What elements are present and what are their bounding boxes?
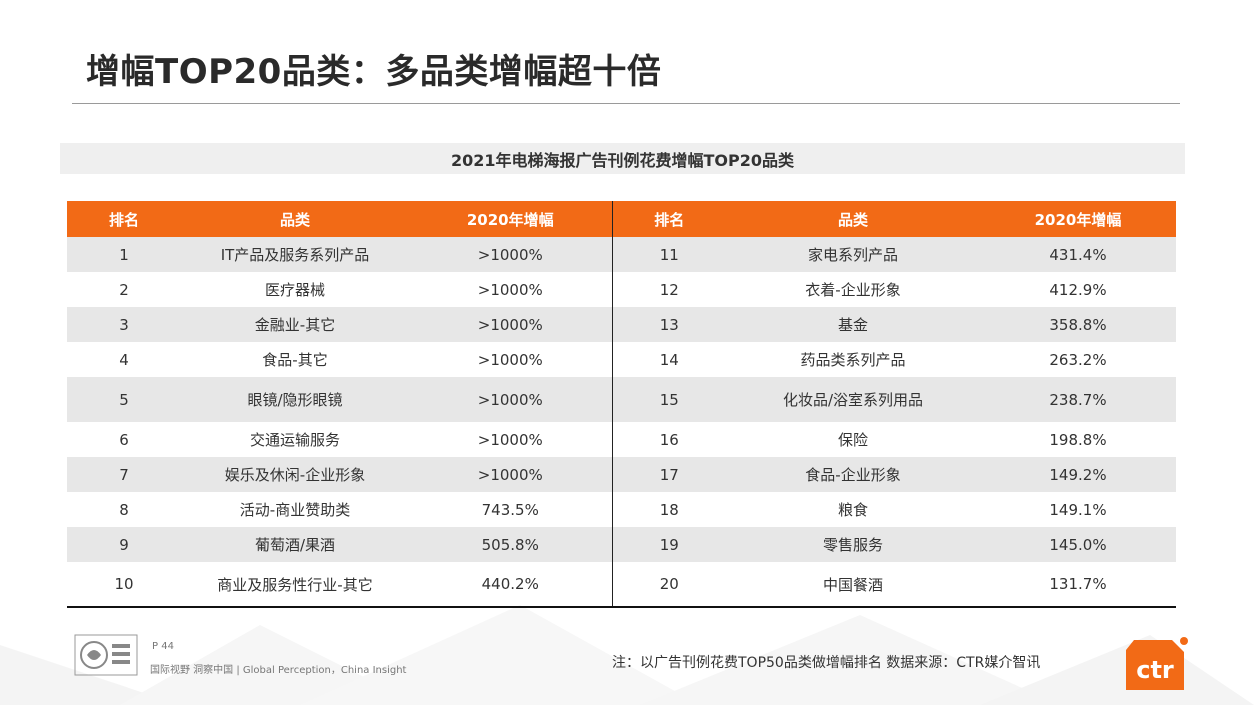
rank-cell: 20 <box>612 562 726 608</box>
growth-cell: 431.4% <box>980 237 1176 272</box>
growth-cell: 263.2% <box>1049 350 1107 369</box>
table-row: 4 食品-其它 >1000% 14 药品类系列产品 263.2% <box>67 342 1176 377</box>
page-number: P 44 <box>152 641 174 652</box>
category-cell: 家电系列产品 <box>726 237 980 272</box>
growth-cell: >1000% <box>409 422 613 457</box>
category-cell: 中国餐酒 <box>726 562 980 608</box>
category-cell: 活动-商业赞助类 <box>239 501 351 519</box>
rank-cell: 10 <box>67 562 181 608</box>
ctr-logo-text: ctr <box>1136 656 1174 684</box>
category-cell: 药品类系列产品 <box>800 351 906 369</box>
growth-cell: 149.1% <box>1049 500 1107 519</box>
rank-cell: 16 <box>659 430 679 449</box>
growth-cell: >1000% <box>409 457 613 492</box>
category-cell: 商业及服务性行业-其它 <box>181 562 409 608</box>
table-row: 2 医疗器械 >1000% 12 衣着-企业形象 412.9% <box>67 272 1176 307</box>
table-caption: 2021年电梯海报广告刊例花费增幅TOP20品类 <box>60 143 1185 174</box>
table-row: 3 金融业-其它 >1000% 13 基金 358.8% <box>67 307 1176 342</box>
category-cell: 衣着-企业形象 <box>805 281 901 299</box>
rank-cell: 17 <box>612 457 726 492</box>
header-growth-right: 2020年增幅 <box>980 201 1176 237</box>
table-row: 6 交通运输服务 >1000% 16 保险 198.8% <box>67 422 1176 457</box>
category-cell: 粮食 <box>837 501 868 519</box>
growth-cell: 440.2% <box>409 562 613 608</box>
page-title: 增幅TOP20品类：多品类增幅超十倍 <box>86 52 662 92</box>
growth-cell: >1000% <box>409 342 613 377</box>
table-row: 1 IT产品及服务系列产品 >1000% 11 家电系列产品 431.4% <box>67 237 1176 272</box>
rank-cell: 4 <box>119 350 129 369</box>
growth-cell: 505.8% <box>409 527 613 562</box>
table-row: 8 活动-商业赞助类 743.5% 18 粮食 149.1% <box>67 492 1176 527</box>
ctr-logo: ctr <box>1126 637 1188 690</box>
category-cell: 食品-其它 <box>262 351 328 369</box>
rank-cell: 1 <box>67 237 181 272</box>
rank-cell: 8 <box>119 500 129 519</box>
rank-cell: 18 <box>659 500 679 519</box>
category-cell: 基金 <box>726 307 980 342</box>
rank-cell: 14 <box>659 350 679 369</box>
category-cell: 交通运输服务 <box>249 431 340 449</box>
rank-cell: 5 <box>67 377 181 422</box>
ranking-table: 排名 品类 2020年增幅 排名 品类 2020年增幅 1 IT产品及服务系列产品… <box>67 201 1176 608</box>
category-cell: 医疗器械 <box>264 281 325 299</box>
header-growth-left: 2020年增幅 <box>409 201 613 237</box>
growth-cell: 743.5% <box>409 492 613 527</box>
growth-cell: >1000% <box>409 272 613 307</box>
growth-cell: 358.8% <box>980 307 1176 342</box>
header-category-right: 品类 <box>726 201 980 237</box>
category-cell: 金融业-其它 <box>181 307 409 342</box>
growth-cell: >1000% <box>409 377 613 422</box>
rank-cell: 13 <box>612 307 726 342</box>
growth-cell: 149.2% <box>980 457 1176 492</box>
category-cell: 食品-企业形象 <box>726 457 980 492</box>
growth-cell: 145.0% <box>980 527 1176 562</box>
rank-cell: 9 <box>67 527 181 562</box>
header-category-left: 品类 <box>181 201 409 237</box>
table-row: 9 葡萄酒/果酒 505.8% 19 零售服务 145.0% <box>67 527 1176 562</box>
category-cell: 零售服务 <box>726 527 980 562</box>
growth-cell: 131.7% <box>980 562 1176 608</box>
category-cell: 娱乐及休闲-企业形象 <box>181 457 409 492</box>
growth-cell: 238.7% <box>980 377 1176 422</box>
growth-cell: >1000% <box>409 307 613 342</box>
header-rank-left: 排名 <box>67 201 181 237</box>
growth-cell: >1000% <box>409 237 613 272</box>
category-cell: 眼镜/隐形眼镜 <box>181 377 409 422</box>
category-cell: IT产品及服务系列产品 <box>181 237 409 272</box>
rank-cell: 19 <box>612 527 726 562</box>
rank-cell: 3 <box>67 307 181 342</box>
table-row: 5 眼镜/隐形眼镜 >1000% 15 化妆品/浴室系列用品 238.7% <box>67 377 1176 422</box>
category-cell: 化妆品/浴室系列用品 <box>726 377 980 422</box>
growth-cell: 198.8% <box>1049 430 1107 449</box>
table-row: 10 商业及服务性行业-其它 440.2% 20 中国餐酒 131.7% <box>67 562 1176 608</box>
rank-cell: 6 <box>119 430 129 449</box>
table-header-row: 排名 品类 2020年增幅 排名 品类 2020年增幅 <box>67 201 1176 237</box>
rank-cell: 12 <box>659 280 679 299</box>
certification-logo <box>74 634 138 676</box>
header-rank-right: 排名 <box>612 201 726 237</box>
rank-cell: 15 <box>612 377 726 422</box>
rank-cell: 2 <box>119 280 129 299</box>
data-source-note: 注：以广告刊例花费TOP50品类做增幅排名 数据来源：CTR媒介智讯 <box>612 655 1041 671</box>
category-cell: 保险 <box>837 431 868 449</box>
category-cell: 葡萄酒/果酒 <box>181 527 409 562</box>
rank-cell: 7 <box>67 457 181 492</box>
footer-slogan: 国际视野 洞察中国 | Global Perception，China Insi… <box>150 665 407 676</box>
table-row: 7 娱乐及休闲-企业形象 >1000% 17 食品-企业形象 149.2% <box>67 457 1176 492</box>
growth-cell: 412.9% <box>1049 280 1107 299</box>
rank-cell: 11 <box>612 237 726 272</box>
title-divider <box>72 103 1180 104</box>
